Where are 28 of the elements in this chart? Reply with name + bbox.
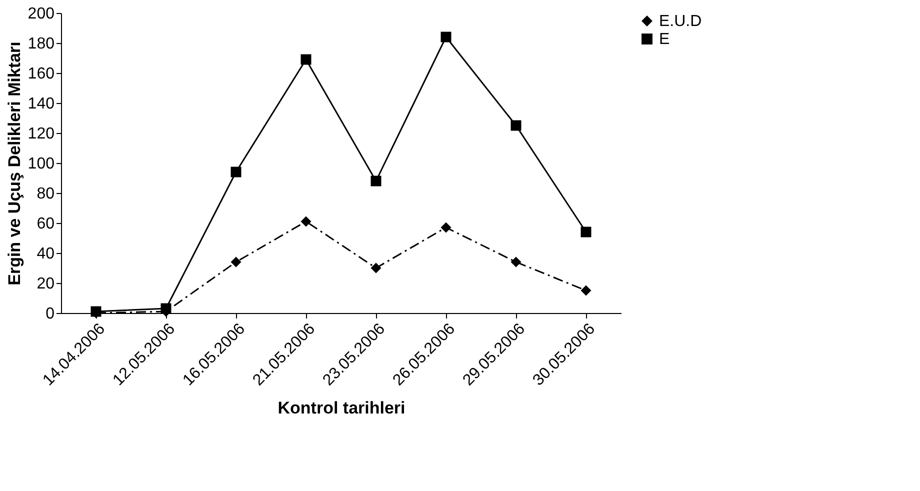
- y-tick-label: 40: [36, 246, 55, 262]
- y-tick-label: 160: [28, 66, 55, 82]
- y-tick-label: 100: [28, 156, 55, 172]
- point: [510, 256, 522, 268]
- x-axis-title: Kontrol tarihleri: [278, 398, 406, 418]
- legend-label: E.U.D: [659, 13, 702, 30]
- y-tick-label: 200: [28, 6, 55, 22]
- point: [580, 226, 592, 238]
- point: [440, 32, 452, 42]
- y-axis-title: Ergin ve Uçuş Delikleri Miktarı: [4, 42, 24, 286]
- y-tick-label: 80: [36, 186, 55, 202]
- legend-label: E: [659, 31, 670, 48]
- point: [300, 216, 312, 227]
- point: [230, 166, 242, 178]
- y-tick-label: 20: [36, 276, 55, 292]
- y-tick-label: 180: [28, 36, 55, 52]
- y-tick-label: 140: [28, 96, 55, 112]
- point: [510, 120, 522, 131]
- point: [230, 256, 242, 268]
- point: [300, 54, 312, 65]
- y-tick-label: 60: [36, 216, 55, 232]
- y-tick-label: 120: [28, 126, 55, 142]
- point: [370, 262, 382, 274]
- point: [580, 285, 592, 296]
- point: [160, 303, 172, 314]
- point: [440, 222, 452, 233]
- y-tick-label: 0: [46, 306, 55, 322]
- point: [370, 176, 382, 186]
